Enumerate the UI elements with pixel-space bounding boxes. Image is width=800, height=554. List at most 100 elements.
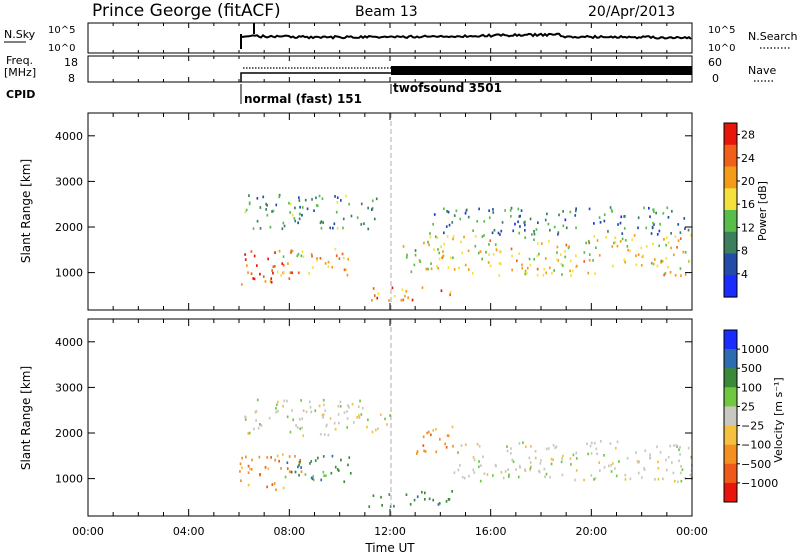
echo-cell: [670, 246, 672, 250]
echo-cell: [457, 451, 459, 454]
echo-cell: [522, 441, 524, 445]
echo-cell: [343, 411, 346, 414]
echo-cell: [518, 442, 521, 445]
echo-cell: [684, 251, 687, 254]
echo-cell: [247, 432, 250, 435]
echo-cell: [459, 464, 461, 467]
colorbar-swatch: [724, 406, 737, 426]
echo-cell: [320, 478, 323, 482]
echo-cell: [615, 474, 618, 478]
echo-cell: [284, 475, 287, 479]
echo-cell: [489, 264, 492, 268]
echo-cell: [372, 494, 375, 498]
echo-cell: [521, 263, 523, 267]
echo-cell: [653, 258, 656, 261]
echo-cell: [340, 458, 342, 462]
echo-cell: [282, 404, 284, 408]
echo-cell: [388, 493, 391, 496]
echo-cell: [575, 451, 578, 455]
echo-cell: [347, 463, 349, 467]
echo-cell: [264, 280, 267, 283]
echo-cell: [386, 423, 388, 426]
echo-cell: [316, 204, 319, 208]
echo-cell: [271, 483, 274, 486]
echo-cell: [277, 409, 279, 413]
echo-cell: [536, 254, 539, 258]
echo-cell: [598, 254, 601, 257]
echo-cell: [544, 218, 547, 222]
echo-cell: [312, 266, 314, 269]
echo-cell: [583, 260, 586, 263]
echo-cell: [262, 275, 265, 278]
echo-cell: [259, 272, 261, 276]
echo-cell: [687, 228, 690, 232]
echo-cell: [649, 215, 651, 219]
echo-cell: [613, 241, 615, 245]
cpid-row: CPID normal (fast) 151 twofsound 3501: [6, 81, 502, 106]
echo-cell: [610, 470, 613, 473]
echo-cell: [273, 265, 276, 268]
echo-cell: [526, 266, 529, 270]
time-axis-label: Time UT: [364, 541, 415, 554]
echo-cell: [283, 399, 286, 403]
nsearch-tick-top: 10^5: [708, 25, 735, 36]
power-echo-cells: [241, 193, 692, 302]
echo-cell: [621, 232, 624, 235]
echo-cell: [345, 194, 347, 198]
echo-cell: [561, 457, 563, 460]
echo-cell: [330, 471, 333, 475]
echo-cell: [461, 475, 464, 479]
echo-cell: [381, 504, 383, 507]
echo-cell: [464, 443, 467, 447]
echo-cell: [296, 426, 299, 429]
echo-cell: [444, 442, 446, 446]
echo-cell: [537, 221, 539, 225]
echo-cell: [301, 426, 303, 430]
echo-cell: [360, 413, 363, 416]
echo-cell: [402, 298, 405, 302]
time-tick-label: 00:00: [72, 525, 104, 538]
echo-cell: [275, 403, 278, 407]
echo-cell: [478, 207, 480, 211]
echo-cell: [282, 486, 285, 490]
echo-cell: [590, 452, 593, 455]
echo-cell: [281, 227, 284, 231]
echo-cell: [253, 254, 256, 258]
echo-cell: [640, 264, 643, 267]
echo-cell: [289, 430, 292, 434]
colorbar-swatch: [724, 188, 737, 211]
echo-cell: [554, 446, 557, 450]
echo-cell: [348, 456, 351, 459]
echo-cell: [253, 277, 256, 281]
echo-cell: [363, 222, 365, 226]
echo-cell: [314, 409, 317, 413]
nave-trace-twofsound: [391, 66, 692, 75]
echo-cell: [241, 283, 243, 286]
echo-cell: [659, 222, 661, 226]
echo-cell: [524, 468, 526, 472]
echo-cell: [534, 456, 537, 460]
echo-cell: [662, 477, 664, 481]
echo-cell: [517, 220, 519, 224]
echo-cell: [314, 459, 317, 462]
colorbar-tick-label: −500: [741, 458, 771, 471]
echo-cell: [617, 223, 619, 226]
echo-cell: [280, 467, 282, 470]
echo-cell: [645, 245, 648, 248]
echo-cell: [278, 195, 281, 199]
echo-cell: [446, 210, 448, 213]
echo-cell: [247, 471, 250, 475]
echo-cell: [451, 490, 453, 493]
echo-cell: [291, 271, 293, 275]
echo-cell: [593, 235, 596, 238]
echo-cell: [336, 468, 339, 471]
echo-cell: [569, 259, 572, 263]
colorbar-swatch: [724, 144, 737, 168]
echo-cell: [426, 431, 428, 435]
echo-cell: [410, 270, 413, 274]
echo-cell: [543, 267, 546, 271]
echo-cell: [286, 399, 288, 403]
echo-cell: [298, 217, 301, 221]
echo-cell: [300, 399, 302, 402]
echo-cell: [531, 233, 533, 236]
